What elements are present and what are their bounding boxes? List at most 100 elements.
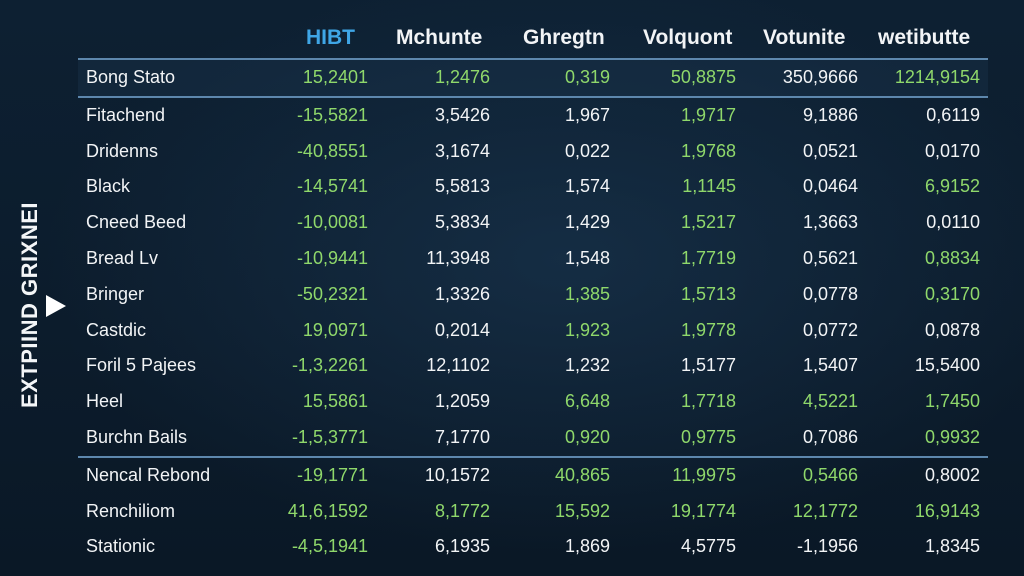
- cell-col-4: 1,9768: [680, 140, 736, 161]
- cell-col-6: 0,0110: [926, 212, 980, 233]
- table-row[interactable]: Dridenns -40,8551 3,1674 0,022 1,9768 0,0521 0…: [78, 134, 988, 170]
- cell-col-1: -1,3,2261: [291, 355, 368, 376]
- cell-col-2: 10,1572: [424, 464, 490, 485]
- table-footer: Nencal Rebond -19,1771 10,1572 40,865 11,997…: [78, 455, 988, 565]
- row-label: Foril 5 Pajees: [86, 355, 197, 376]
- cell-col-3: 0,920: [564, 426, 610, 447]
- cell-col-2: 5,5813: [434, 176, 490, 197]
- cell-col-3: 40,865: [554, 464, 610, 485]
- cell-col-4: 11,9975: [672, 464, 736, 485]
- table-row[interactable]: Burchn Baіls -1,5,3771 7,1770 0,920 0,9775 0,…: [78, 420, 988, 456]
- cell-col-5: 350,9666: [782, 67, 858, 87]
- row-label: Bong Stato: [86, 67, 176, 87]
- cell-col-6: 0,0878: [924, 319, 980, 340]
- cell-col-5: 0,7086: [802, 426, 858, 447]
- cell-col-1: -50,2321: [296, 283, 368, 304]
- row-label: Nencal Rebond: [86, 464, 211, 485]
- cell-col-4: 1,9717: [680, 104, 736, 125]
- table-header: HIBT Mchunte Ghregtn Volquont Votunite w…: [78, 18, 988, 58]
- cell-col-1: 15,5861: [302, 391, 368, 412]
- cell-col-6: 0,6119: [926, 104, 980, 125]
- cell-col-5: 12,1772: [792, 500, 858, 521]
- cell-col-1: -10,0081: [296, 212, 368, 233]
- cell-col-6: 0,3170: [924, 283, 980, 304]
- cell-col-3: 1,232: [564, 355, 610, 376]
- row-label: Castdic: [86, 319, 147, 340]
- column-header-hibt[interactable]: HIBT: [306, 26, 355, 49]
- cell-col-1: -10,9441: [296, 247, 368, 268]
- cell-col-5: 0,5621: [802, 247, 858, 268]
- cell-col-3: 0,022: [564, 140, 610, 161]
- cell-col-1: -19,1771: [296, 464, 368, 485]
- cell-col-2: 6,1935: [434, 536, 490, 557]
- cell-col-6: 16,9143: [914, 500, 980, 521]
- table-row[interactable]: Cneed Beed -10,0081 5,3834 1,429 1,5217 1,366…: [78, 205, 988, 241]
- cell-col-1: -1,5,3771: [291, 426, 368, 447]
- cell-col-2: 1,2059: [434, 391, 490, 412]
- cell-col-6: 0,8002: [924, 464, 980, 485]
- cell-col-5: 0,0778: [802, 283, 858, 304]
- cell-col-4: 1,1145: [682, 176, 736, 197]
- cell-col-5: 4,5221: [802, 391, 858, 412]
- table-row[interactable]: Black -14,5741 5,5813 1,574 1,1145 0,0464 6,91…: [78, 169, 988, 205]
- cell-col-2: 12,1102: [426, 355, 490, 376]
- cell-col-3: 1,429: [564, 212, 610, 233]
- cell-col-1: -14,5741: [296, 176, 368, 197]
- table-row[interactable]: Stationic -4,5,1941 6,1935 1,869 4,5775 -1,19…: [78, 529, 988, 565]
- cell-col-3: 1,385: [564, 283, 610, 304]
- cell-col-2: 11,3948: [426, 247, 490, 268]
- cell-col-2: 3,5426: [434, 104, 490, 125]
- row-label: Stationic: [86, 536, 156, 557]
- cell-col-5: 0,0521: [802, 140, 858, 161]
- cell-col-6: 1,8345: [924, 536, 980, 557]
- cell-col-2: 0,2014: [434, 319, 490, 340]
- cell-col-2: 7,1770: [434, 426, 490, 447]
- cell-col-3: 1,923: [564, 319, 610, 340]
- column-header-3[interactable]: Ghregtn: [523, 26, 605, 49]
- table-row[interactable]: Castdic 19,0971 0,2014 1,923 1,9778 0,0772 0,0…: [78, 313, 988, 349]
- row-label: Cneed Beed: [86, 212, 187, 233]
- cell-col-3: 1,869: [564, 536, 610, 557]
- cell-col-4: 19,1774: [670, 500, 736, 521]
- cell-col-5: 0,0464: [802, 176, 858, 197]
- cell-col-4: 1,9778: [680, 319, 736, 340]
- cell-col-4: 1,5177: [680, 355, 736, 376]
- column-header-4[interactable]: Volquont: [643, 26, 733, 49]
- cell-col-1: 15,2401: [302, 67, 368, 87]
- cell-col-5: -1,1956: [796, 536, 858, 557]
- cell-col-6: 15,5400: [914, 355, 980, 376]
- expand-arrow-icon[interactable]: [46, 295, 66, 317]
- cell-col-4: 50,8875: [670, 67, 736, 87]
- row-label: Renchiliom: [86, 500, 176, 521]
- row-label: Heel: [86, 391, 124, 412]
- table-row[interactable]: Nencal Rebond -19,1771 10,1572 40,865 11,997…: [78, 458, 988, 494]
- cell-col-2: 3,1674: [434, 140, 490, 161]
- table-row[interactable]: Bringer -50,2321 1,3326 1,385 1,5713 0,0778 0,…: [78, 277, 988, 313]
- side-panel-title: EXTPIIND GRIXNEI: [17, 201, 42, 409]
- cell-col-4: 1,5217: [680, 212, 736, 233]
- table-row[interactable]: Foril 5 Pajees -1,3,2261 12,1102 1,232 1,517…: [78, 348, 988, 384]
- cell-col-3: 1,967: [564, 104, 610, 125]
- cell-col-4: 1,7718: [680, 391, 736, 412]
- table-row[interactable]: Fitachend -15,5821 3,5426 1,967 1,9717 9,1886…: [78, 98, 988, 134]
- table-row[interactable]: Renchiliom 41,6,1592 8,1772 15,592 19,1774 12…: [78, 494, 988, 530]
- cell-col-5: 1,5407: [802, 355, 858, 376]
- column-header-5[interactable]: Votunite: [763, 26, 846, 49]
- cell-col-5: 0,5466: [802, 464, 858, 485]
- cell-col-3: 1,548: [564, 247, 610, 268]
- table-row[interactable]: Heel 15,5861 1,2059 6,648 1,7718 4,5221 1,7450: [78, 384, 988, 420]
- table-row[interactable]: Bread Lv -10,9441 11,3948 1,548 1,7719 0,5621…: [78, 241, 988, 277]
- side-panel: EXTPIIND GRIXNEI: [0, 0, 66, 576]
- cell-col-3: 1,574: [564, 176, 610, 197]
- row-label: Burchn Baіls: [86, 426, 188, 447]
- column-header-6[interactable]: wetibutte: [878, 26, 971, 49]
- column-header-2[interactable]: Mchunte: [396, 26, 483, 49]
- row-label: Black: [86, 176, 131, 197]
- summary-row[interactable]: Bong Stato 15,2401 1,2476 0,319 50,8875 …: [78, 58, 988, 98]
- data-table: HIBT Mchunte Ghregtn Volquont Votunite w…: [78, 18, 988, 565]
- cell-col-2: 5,3834: [434, 212, 490, 233]
- cell-col-1: 19,0971: [302, 319, 368, 340]
- row-label: Bringer: [86, 283, 145, 304]
- cell-col-3: 15,592: [554, 500, 610, 521]
- cell-col-2: 8,1772: [434, 500, 490, 521]
